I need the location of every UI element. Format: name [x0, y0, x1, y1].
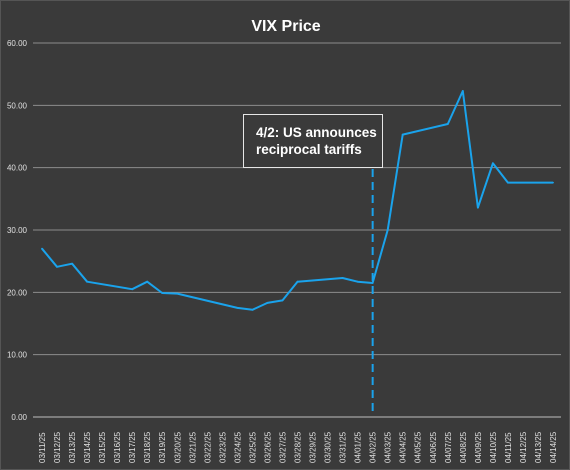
y-tick-label: 50.00	[7, 101, 28, 110]
y-tick-label: 10.00	[7, 351, 28, 360]
x-tick-label: 04/01/25	[354, 431, 363, 463]
series-line	[41, 90, 553, 311]
x-tick-label: 04/12/25	[519, 431, 528, 463]
x-tick-label: 03/26/25	[263, 431, 272, 463]
x-tick-label: 04/03/25	[384, 431, 393, 463]
x-tick-label: 04/14/25	[549, 431, 558, 463]
data-point	[296, 280, 299, 283]
x-tick-label: 03/12/25	[53, 431, 62, 463]
y-tick-label: 0.00	[11, 413, 27, 422]
data-point	[251, 308, 254, 311]
x-tick-label: 03/29/25	[309, 431, 318, 463]
x-tick-label: 04/05/25	[414, 431, 423, 463]
x-tick-label: 03/17/25	[128, 431, 137, 463]
series-vix	[41, 90, 554, 311]
y-axis-ticks: 0.00 10.00 20.00 30.00 40.00 50.00 60.00	[7, 39, 28, 422]
x-tick-label: 03/21/25	[188, 431, 197, 463]
data-point	[266, 302, 269, 304]
x-tick-label: 04/11/25	[504, 432, 513, 463]
x-tick-label: 03/31/25	[339, 431, 348, 463]
data-point	[281, 299, 284, 302]
annotation-line-2: reciprocal tariffs	[256, 142, 362, 157]
x-tick-label: 04/08/25	[459, 431, 468, 463]
x-tick-label: 04/07/25	[444, 431, 453, 463]
y-tick-label: 20.00	[7, 288, 28, 297]
x-tick-label: 04/09/25	[474, 431, 483, 463]
data-point	[461, 90, 464, 92]
y-tick-label: 40.00	[7, 164, 28, 173]
annotation-line-1: 4/2: US announces	[256, 125, 377, 140]
data-point	[56, 265, 58, 268]
x-tick-label: 03/23/25	[218, 431, 227, 463]
x-tick-label: 03/25/25	[248, 431, 257, 463]
x-tick-label: 03/16/25	[113, 431, 122, 463]
y-tick-label: 60.00	[7, 39, 28, 48]
x-tick-label: 03/11/25	[38, 432, 47, 463]
data-point	[341, 277, 344, 279]
data-point	[86, 280, 88, 283]
data-point	[236, 307, 239, 309]
x-tick-label: 03/24/25	[233, 431, 242, 463]
data-point	[71, 262, 73, 265]
x-tick-label: 03/27/25	[278, 431, 287, 463]
x-tick-label: 03/18/25	[143, 431, 152, 463]
x-tick-label: 04/04/25	[399, 431, 408, 463]
x-tick-label: 04/02/25	[369, 431, 378, 463]
data-point	[386, 229, 389, 231]
x-axis-ticks: 03/11/25 03/12/25 03/13/25 03/14/25 03/15/25…	[38, 431, 558, 463]
x-tick-label: 03/20/25	[173, 431, 182, 463]
data-point	[507, 181, 509, 184]
data-point	[146, 280, 149, 283]
data-point	[492, 162, 494, 165]
data-point	[401, 133, 404, 136]
x-tick-label: 03/22/25	[203, 431, 212, 463]
data-point	[552, 181, 554, 184]
chart-title: VIX Price	[251, 18, 320, 35]
data-point	[477, 206, 479, 209]
data-point	[446, 123, 449, 125]
data-point	[176, 292, 179, 295]
y-tick-label: 30.00	[7, 226, 28, 235]
x-tick-label: 03/14/25	[83, 431, 92, 463]
data-point	[161, 292, 164, 294]
x-tick-label: 03/15/25	[98, 431, 107, 463]
x-tick-label: 03/30/25	[324, 431, 333, 463]
gridlines	[33, 42, 561, 418]
data-point	[356, 280, 359, 283]
x-tick-label: 03/19/25	[158, 431, 167, 463]
x-tick-label: 03/28/25	[294, 431, 303, 463]
x-tick-label: 03/13/25	[68, 431, 77, 463]
annotation-box: 4/2: US announces reciprocal tariffs	[243, 114, 383, 168]
x-tick-label: 04/13/25	[534, 431, 543, 463]
data-point	[371, 282, 374, 284]
data-point	[131, 288, 134, 291]
x-tick-label: 04/06/25	[429, 431, 438, 463]
data-point	[41, 247, 43, 250]
x-tick-label: 04/10/25	[489, 431, 498, 463]
